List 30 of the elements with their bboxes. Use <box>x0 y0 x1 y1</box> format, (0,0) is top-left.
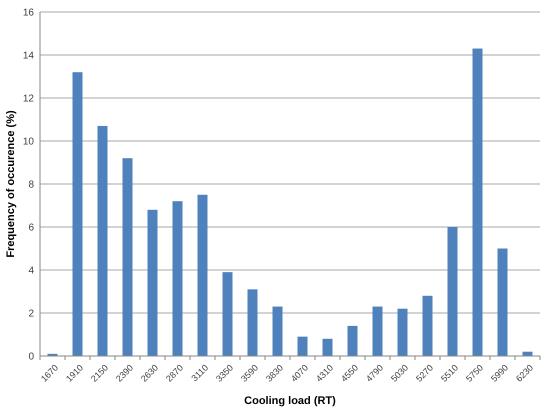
y-tick-label: 6 <box>28 222 34 234</box>
bar <box>398 308 408 356</box>
y-axis-title: Frequency of occurence (%) <box>5 110 17 258</box>
y-tick-label: 0 <box>28 352 34 362</box>
bar <box>98 126 108 356</box>
y-tick-label: 16 <box>22 8 34 18</box>
bar <box>198 194 208 356</box>
bar <box>148 210 158 356</box>
x-axis-title: Cooling load (RT) <box>244 395 336 407</box>
bar <box>122 158 132 356</box>
bar <box>348 326 358 356</box>
bar <box>322 338 332 356</box>
y-tick-label: 8 <box>28 180 34 190</box>
bar <box>372 306 382 356</box>
bar <box>272 306 282 356</box>
bar <box>248 289 258 356</box>
y-tick-label: 12 <box>22 94 34 104</box>
y-tick-label: 4 <box>28 266 34 276</box>
bar <box>72 72 82 356</box>
y-tick-label: 10 <box>22 136 34 148</box>
y-tick-label: 2 <box>28 308 34 320</box>
bar <box>448 227 458 356</box>
bar <box>298 336 308 356</box>
y-tick-label: 14 <box>22 50 34 62</box>
bar <box>172 201 182 356</box>
bar <box>472 48 482 356</box>
bar <box>422 296 432 356</box>
bar <box>222 272 232 356</box>
bar <box>522 352 532 356</box>
bar <box>498 248 508 356</box>
